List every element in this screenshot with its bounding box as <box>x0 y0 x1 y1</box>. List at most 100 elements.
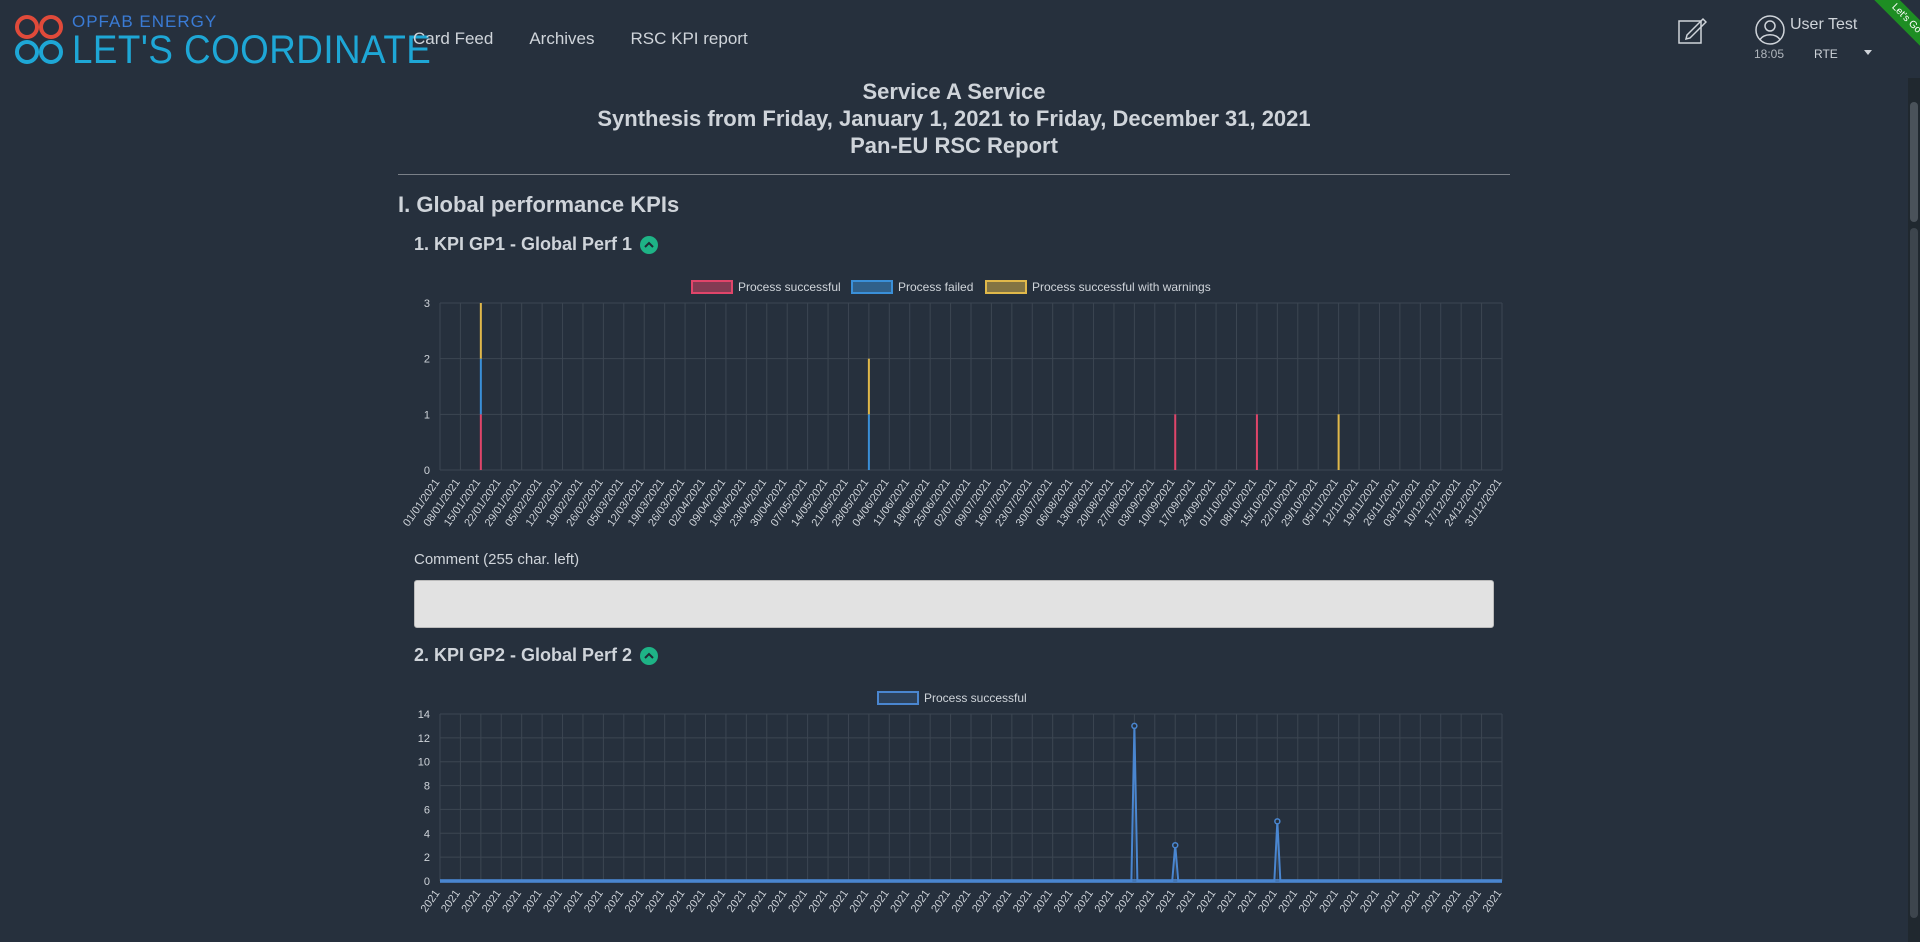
app-logo[interactable]: OPFAB ENERGY LET'S COORDINATE <box>14 12 431 72</box>
series-line <box>440 725 1502 882</box>
x-tick-label: 2021 <box>1011 888 1035 915</box>
nav-archives[interactable]: Archives <box>529 29 595 48</box>
ribbon-label: Let's Go OS <box>1870 0 1920 67</box>
x-tick-label: 2021 <box>745 888 769 915</box>
y-tick-label: 12 <box>418 733 430 745</box>
y-tick-label: 8 <box>424 781 430 793</box>
x-tick-label: 2021 <box>1215 888 1239 915</box>
report-title-service: Service A Service <box>862 79 1046 104</box>
user-menu[interactable]: User Test 18:05 RTE <box>1752 14 1902 64</box>
y-tick-label: 14 <box>418 709 430 721</box>
comment-input[interactable] <box>414 580 1494 628</box>
user-entity: RTE <box>1814 47 1838 61</box>
corner-ribbon: Let's Go OS <box>1850 0 1920 70</box>
x-tick-label: 2021 <box>582 888 606 915</box>
legend-label: Process successful <box>738 280 841 294</box>
bar <box>867 414 870 470</box>
x-tick-label: 2021 <box>1154 888 1178 915</box>
brand-small: OPFAB ENERGY <box>72 12 218 31</box>
x-tick-label: 2021 <box>1031 888 1055 915</box>
nav-rsc-kpi-report[interactable]: RSC KPI report <box>630 29 748 48</box>
x-tick-label: 2021 <box>1481 888 1505 915</box>
user-name: User Test <box>1790 16 1858 33</box>
bar <box>867 358 870 415</box>
x-tick-label: 2021 <box>562 888 586 915</box>
legend-item: Process successful with warnings <box>985 280 1211 294</box>
comment-label: Comment (255 char. left) <box>414 551 580 568</box>
kpi2-title: 2. KPI GP2 - Global Perf 2 <box>414 645 659 666</box>
chevron-down-icon[interactable] <box>1864 50 1872 55</box>
x-tick-label: 2021 <box>990 888 1014 915</box>
x-tick-label: 2021 <box>419 888 443 915</box>
x-tick-label: 2021 <box>786 888 810 915</box>
x-tick-label: 2021 <box>664 888 688 915</box>
collapse-kpi2-button[interactable] <box>640 646 659 665</box>
x-tick-label: 2021 <box>1317 888 1341 915</box>
x-tick-label: 2021 <box>1297 888 1321 915</box>
x-tick-label: 2021 <box>1113 888 1137 915</box>
x-tick-label: 2021 <box>480 888 504 915</box>
nav-card-feed[interactable]: Card Feed <box>413 29 494 48</box>
x-tick-label: 2021 <box>950 888 974 915</box>
x-tick-label: 2021 <box>1072 888 1096 915</box>
x-tick-label: 2021 <box>1338 888 1362 915</box>
x-tick-label: 2021 <box>847 888 871 915</box>
bar <box>1255 414 1258 470</box>
kpi2-title-text: 2. KPI GP2 - Global Perf 2 <box>414 645 633 665</box>
legend-swatch <box>985 280 1027 294</box>
x-tick-label: 2021 <box>1440 888 1464 915</box>
y-tick-label: 4 <box>424 828 430 840</box>
scrollbar[interactable] <box>1908 78 1920 942</box>
legend-item: Process successful <box>691 280 841 294</box>
report-title-period: Synthesis from Friday, January 1, 2021 t… <box>597 106 1311 131</box>
scrollbar-thumb[interactable] <box>1910 102 1918 222</box>
y-tick-label: 3 <box>424 298 430 310</box>
x-tick-label: 2021 <box>541 888 565 915</box>
x-tick-label: 2021 <box>500 888 524 915</box>
x-tick-label: 2021 <box>1052 888 1076 915</box>
x-tick-label: 2021 <box>705 888 729 915</box>
y-tick-label: 0 <box>424 465 430 477</box>
x-tick-label: 2021 <box>807 888 831 915</box>
x-tick-label: 2021 <box>1195 888 1219 915</box>
legend-swatch <box>877 691 919 705</box>
x-tick-label: 2021 <box>725 888 749 915</box>
y-tick-label: 2 <box>424 852 430 864</box>
x-tick-label: 2021 <box>602 888 626 915</box>
x-tick-label: 2021 <box>1419 888 1443 915</box>
x-tick-label: 2021 <box>1256 888 1280 915</box>
legend-swatch <box>851 280 893 294</box>
legend-label: Process successful with warnings <box>1032 280 1211 294</box>
kpi1-chart: Process successful Process failed Process … <box>401 280 1504 529</box>
nav-menu: Card Feed Archives RSC KPI report <box>413 29 748 49</box>
report-title-name: Pan-EU RSC Report <box>850 133 1058 158</box>
navbar: OPFAB ENERGY LET'S COORDINATE Card Feed … <box>0 0 1920 78</box>
x-tick-label: 2021 <box>1133 888 1157 915</box>
x-tick-label: 2021 <box>643 888 667 915</box>
x-tick-label: 2021 <box>909 888 933 915</box>
x-tick-label: 2021 <box>1236 888 1260 915</box>
user-icon <box>1755 15 1785 45</box>
section-title-global-kpis: I. Global performance KPIs <box>398 192 680 217</box>
create-card-button[interactable] <box>1677 15 1708 45</box>
x-tick-label: 2021 <box>929 888 953 915</box>
data-point <box>1274 818 1281 825</box>
chevron-up-icon <box>644 241 654 248</box>
x-tick-label: 2021 <box>439 888 463 915</box>
y-tick-label: 6 <box>424 804 430 816</box>
brand-big: LET'S COORDINATE <box>72 28 432 72</box>
divider <box>398 174 1510 175</box>
x-tick-label: 2021 <box>1093 888 1117 915</box>
legend-label: Process successful <box>924 691 1027 705</box>
x-tick-label: 2021 <box>623 888 647 915</box>
x-tick-label: 2021 <box>1460 888 1484 915</box>
bar <box>479 358 482 415</box>
x-tick-label: 2021 <box>521 888 545 915</box>
x-tick-label: 2021 <box>827 888 851 915</box>
collapse-kpi1-button[interactable] <box>640 235 659 254</box>
legend-item: Process successful <box>877 691 1027 705</box>
legend-item: Process failed <box>851 280 973 294</box>
kpi1-title-text: 1. KPI GP1 - Global Perf 1 <box>414 234 633 254</box>
y-tick-label: 10 <box>418 757 430 769</box>
chevron-up-icon <box>644 652 654 659</box>
